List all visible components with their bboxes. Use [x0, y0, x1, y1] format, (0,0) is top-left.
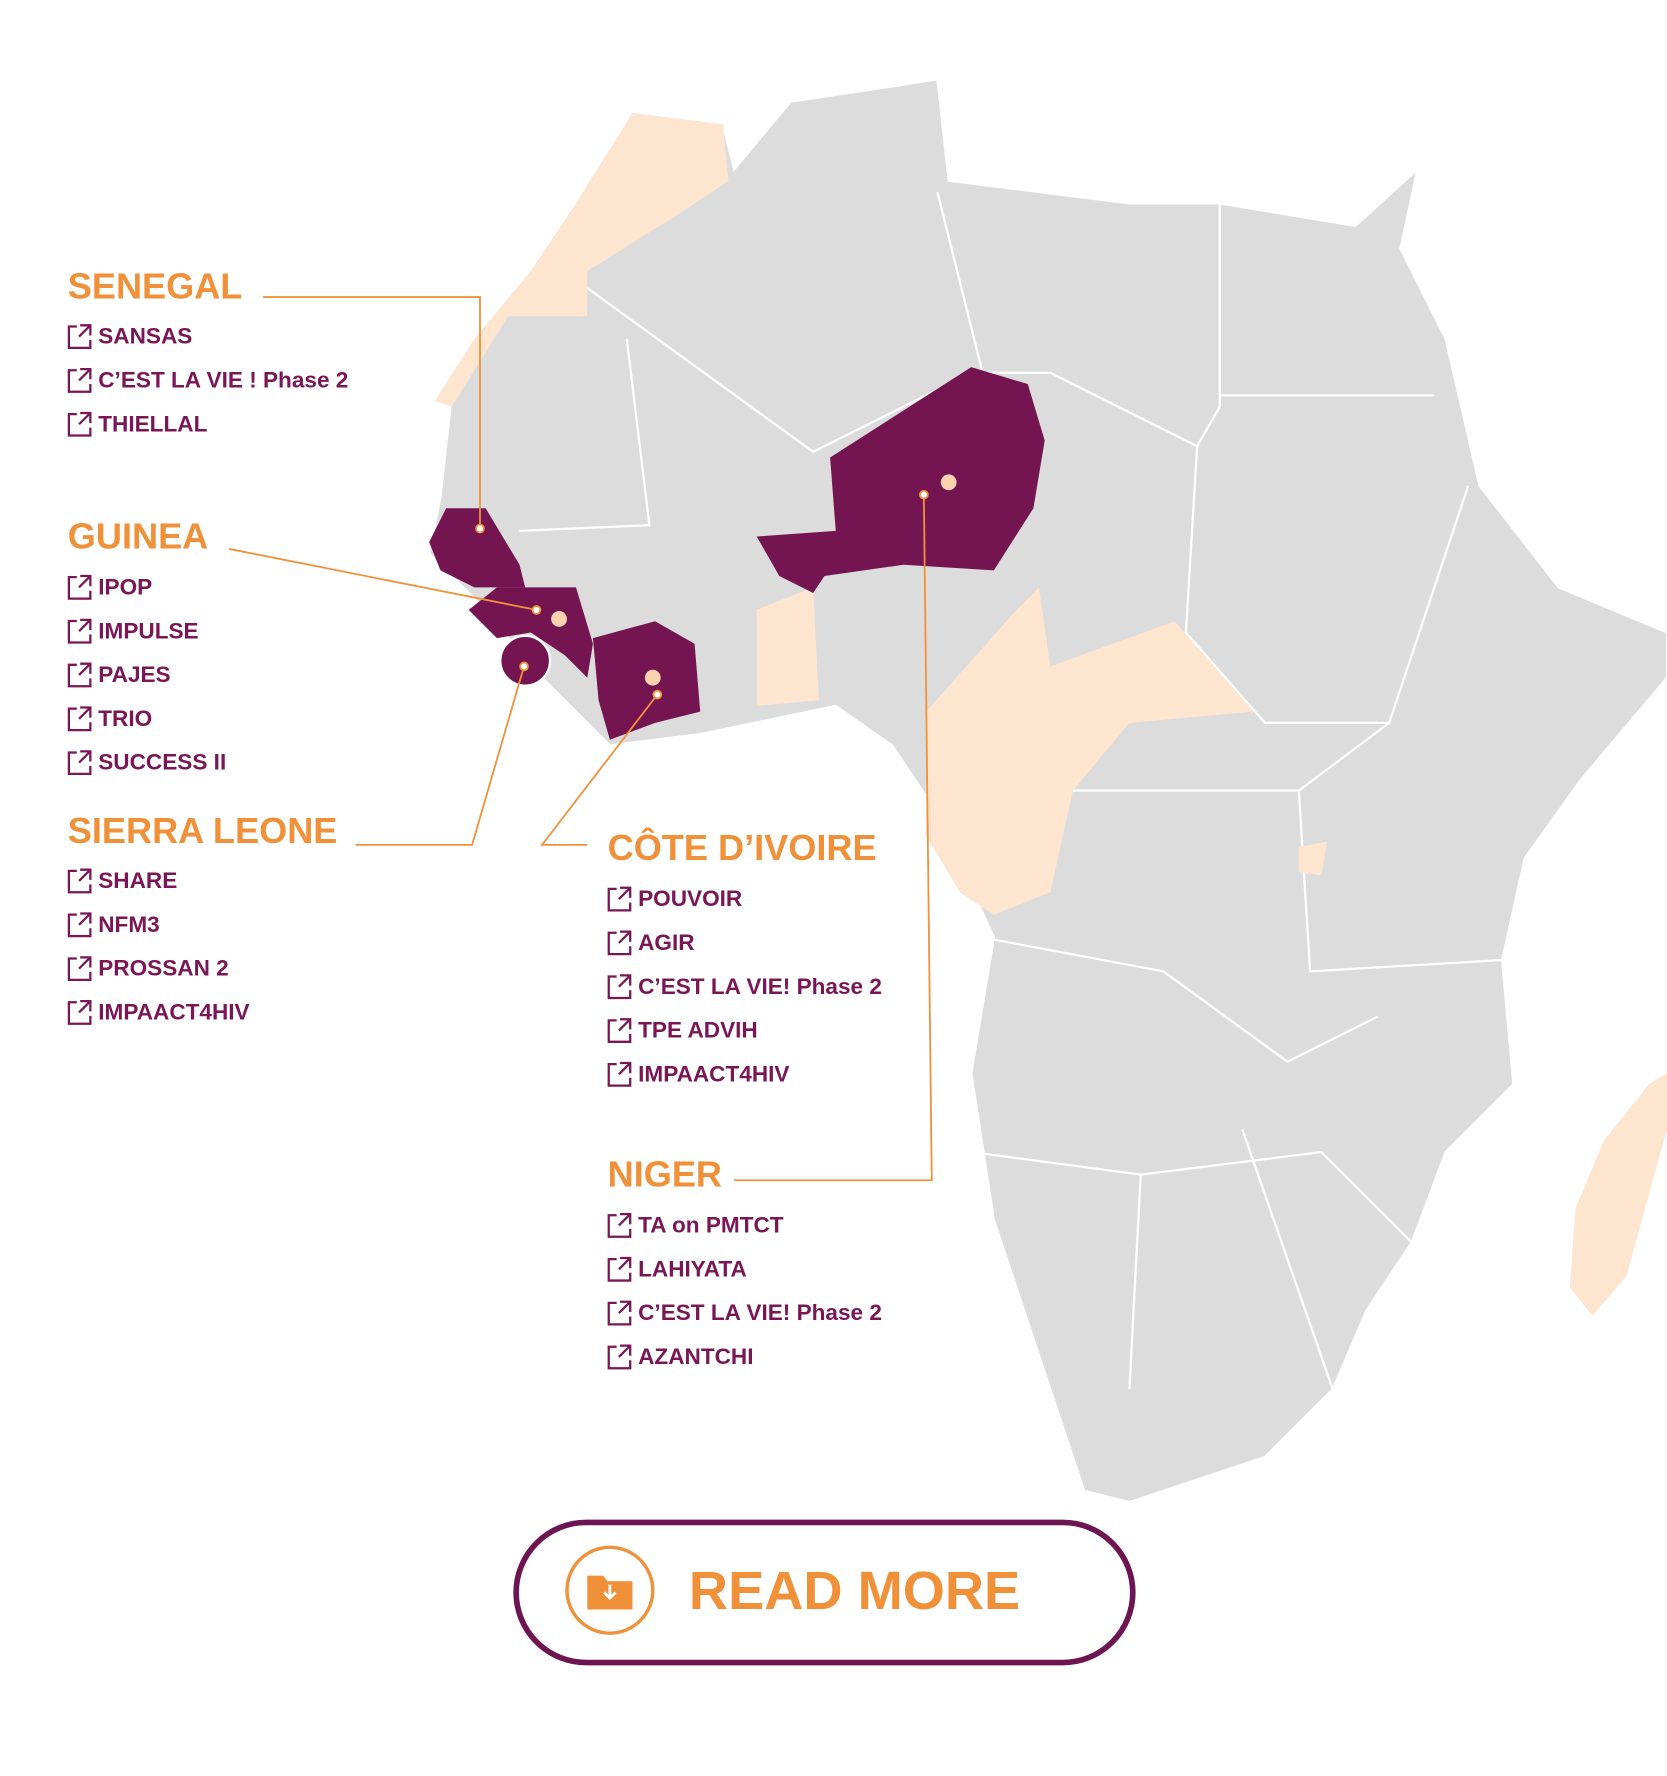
leaders: [229, 296, 933, 1182]
country-title: SENEGAL: [68, 266, 243, 307]
project-name[interactable]: AZANTCHI: [638, 1344, 753, 1369]
read-more-button[interactable]: READ MORE: [513, 1519, 1136, 1666]
madagascar: [1569, 1072, 1667, 1316]
external-link-icon: [607, 1213, 632, 1238]
project-link[interactable]: C’EST LA VIE ! Phase 2: [67, 368, 348, 393]
external-link-icon: [67, 868, 92, 894]
external-link-icon: [67, 574, 92, 600]
project-link[interactable]: AZANTCHI: [607, 1344, 754, 1370]
button-label[interactable]: READ MORE: [689, 1561, 1020, 1621]
project-name[interactable]: C’EST LA VIE ! Phase 2: [98, 368, 348, 393]
leader-line: [734, 494, 933, 1182]
external-link-icon: [67, 706, 92, 732]
project-name[interactable]: POUVOIR: [638, 886, 742, 911]
project-link[interactable]: SANSAS: [67, 324, 192, 350]
project-name[interactable]: IMPULSE: [98, 618, 198, 643]
external-link-icon: [67, 1000, 92, 1025]
country-title: NIGER: [608, 1153, 722, 1194]
project-link[interactable]: IMPAACT4HIV: [607, 1061, 790, 1087]
external-link-icon: [607, 1061, 632, 1087]
button-frame[interactable]: [513, 1519, 1136, 1666]
external-link-icon: [607, 1256, 632, 1282]
project-name[interactable]: TRIO: [98, 706, 152, 731]
download-arrow: [603, 1584, 617, 1601]
project-name[interactable]: SHARE: [98, 868, 177, 893]
project-link[interactable]: AGIR: [607, 930, 695, 956]
region-shade: [756, 587, 819, 706]
project-name[interactable]: NFM3: [98, 912, 159, 937]
project-link[interactable]: TRIO: [67, 706, 152, 732]
button-icon-ring: [565, 1545, 655, 1635]
leader-line: [229, 548, 537, 611]
external-link-icon: [67, 956, 92, 982]
external-link-icon: [607, 1344, 632, 1370]
leader-line: [263, 296, 481, 529]
external-link-icon: [607, 1018, 632, 1043]
region-shade: [434, 112, 729, 407]
external-link-icon: [67, 324, 92, 350]
region-shade: [926, 587, 1254, 915]
country-title: GUINEA: [68, 515, 209, 556]
project-link[interactable]: POUVOIR: [607, 886, 743, 912]
map: [229, 77, 1667, 1504]
senegal-shape: [429, 508, 526, 588]
country-title: SIERRA LEONE: [68, 810, 338, 851]
project-link[interactable]: PAJES: [67, 662, 171, 688]
project-link[interactable]: IMPULSE: [67, 618, 199, 644]
dot: [644, 669, 661, 686]
project-lists: SENEGAL SANSAS C’EST LA VIE ! Phase 2 THIEL…: [67, 266, 882, 1370]
project-name[interactable]: C’EST LA VIE! Phase 2: [638, 974, 882, 999]
external-link-icon: [607, 974, 632, 1000]
project-name[interactable]: IMPAACT4HIV: [98, 1000, 249, 1025]
project-link[interactable]: C’EST LA VIE! Phase 2: [607, 1300, 882, 1326]
external-link-icon: [607, 886, 632, 912]
leader-line: [540, 694, 659, 846]
guinea-shape: [468, 587, 593, 678]
niger-shape: [756, 367, 1045, 593]
project-link[interactable]: SUCCESS II: [67, 750, 226, 776]
dot: [940, 474, 957, 491]
project-link[interactable]: C’EST LA VIE! Phase 2: [607, 974, 882, 1000]
dot: [551, 611, 567, 627]
project-link[interactable]: IMPAACT4HIV: [67, 1000, 250, 1025]
project-name[interactable]: THIELLAL: [98, 411, 207, 436]
project-link[interactable]: TPE ADVIH: [607, 1018, 758, 1043]
borders: [519, 191, 1503, 1390]
external-link-icon: [67, 750, 92, 776]
project-name[interactable]: C’EST LA VIE! Phase 2: [638, 1300, 882, 1325]
country-title: CÔTE D’IVOIRE: [608, 826, 877, 868]
project-link[interactable]: SHARE: [67, 868, 177, 894]
project-name[interactable]: PAJES: [98, 662, 170, 687]
external-link-icon: [67, 368, 92, 393]
external-link-icon: [67, 618, 92, 644]
leader-line: [355, 666, 525, 846]
project-name[interactable]: SANSAS: [98, 324, 192, 349]
dots: [551, 474, 957, 686]
project-name[interactable]: SUCCESS II: [98, 750, 226, 775]
project-link[interactable]: LAHIYATA: [607, 1256, 747, 1282]
external-link-icon: [607, 930, 632, 956]
project-name[interactable]: TPE ADVIH: [638, 1018, 758, 1043]
project-link[interactable]: NFM3: [67, 912, 160, 938]
external-link-icon: [67, 411, 92, 437]
external-link-icon: [67, 912, 92, 938]
external-link-icon: [67, 662, 92, 688]
project-link[interactable]: PROSSAN 2: [67, 956, 229, 982]
project-name[interactable]: TA on PMTCT: [638, 1213, 784, 1238]
project-name[interactable]: LAHIYATA: [638, 1256, 747, 1281]
external-link-icon: [607, 1300, 632, 1326]
project-name[interactable]: AGIR: [638, 930, 694, 955]
sierra-leone-shape: [499, 634, 552, 687]
project-name[interactable]: PROSSAN 2: [98, 956, 228, 981]
project-name[interactable]: IMPAACT4HIV: [638, 1061, 789, 1086]
project-link[interactable]: TA on PMTCT: [607, 1213, 784, 1238]
project-name[interactable]: IPOP: [98, 574, 152, 599]
region-shade: [1298, 841, 1328, 876]
project-link[interactable]: THIELLAL: [67, 411, 208, 437]
project-link[interactable]: IPOP: [67, 574, 152, 600]
